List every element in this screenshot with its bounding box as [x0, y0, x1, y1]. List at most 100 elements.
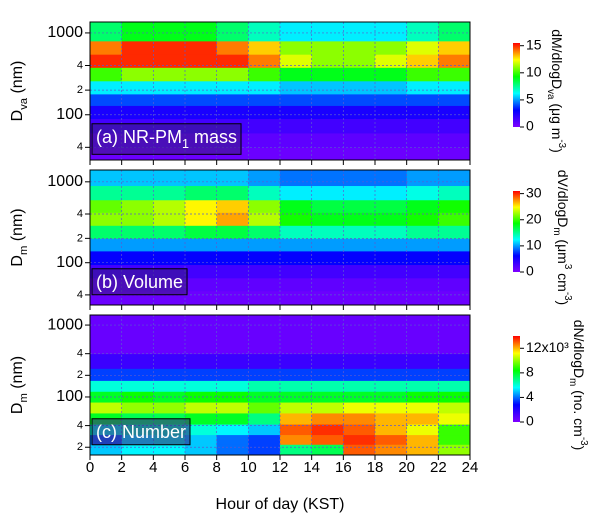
colorbar-tick-label: 15 [526, 36, 542, 52]
heat-cell [216, 391, 249, 403]
heat-cell [280, 147, 313, 160]
label-part: 3 [562, 264, 573, 270]
y-tick-label: 100 [56, 388, 83, 405]
heat-cell [121, 315, 154, 355]
heat-cell [185, 54, 218, 68]
heat-cell [406, 402, 439, 414]
colorbar-label: dV/dlogDm (μm3 cm-3) [551, 170, 573, 305]
heat-cell [311, 434, 344, 445]
heat-cell [153, 170, 186, 187]
heat-cell [311, 424, 344, 436]
heat-cell [121, 402, 154, 414]
heat-cell [185, 212, 218, 226]
label-part: dN/dlogD [571, 320, 587, 378]
heat-cell [216, 250, 249, 266]
heat-cell [343, 290, 376, 305]
heat-cell [438, 212, 470, 226]
label-part: (μm [555, 236, 571, 264]
label-part: m [567, 378, 578, 386]
heat-cell [375, 22, 408, 42]
heat-cell [280, 67, 313, 82]
label-part: (a) NR-PM [96, 127, 182, 147]
colorbar-tick-label: 4 [526, 388, 534, 404]
label-part: -3 [556, 139, 567, 148]
heat-cell [343, 368, 376, 381]
heat-cell [311, 238, 344, 252]
heat-cell [153, 225, 186, 239]
heat-cell [375, 93, 408, 106]
heat-cell [248, 444, 281, 455]
heat-cell [343, 424, 376, 436]
colorbar-tick-label: 0 [526, 413, 534, 429]
heat-cell [185, 264, 218, 279]
heat-cell [438, 277, 470, 292]
heat-cell [216, 264, 249, 279]
heat-cell [153, 199, 186, 213]
heat-cell [311, 67, 344, 82]
panel-annotation: (b) Volume [96, 272, 183, 292]
heat-cell [90, 225, 123, 239]
y-tick-label: 4 [77, 419, 83, 431]
heat-cell [153, 238, 186, 252]
heat-cell [438, 250, 470, 266]
heat-cell [90, 170, 123, 187]
heat-cell [216, 199, 249, 213]
heat-cell [90, 67, 123, 82]
heatmap [90, 170, 470, 305]
heat-cell [438, 402, 470, 414]
heat-cell [343, 80, 376, 95]
heat-cell [311, 54, 344, 68]
colorbar [513, 336, 520, 422]
heat-cell [343, 199, 376, 213]
heat-cell [153, 105, 186, 120]
heat-cell [185, 250, 218, 266]
heat-cell [121, 54, 154, 68]
heat-cell [280, 40, 313, 55]
heat-cell [185, 199, 218, 213]
heat-cell [90, 402, 123, 414]
heat-cell [280, 54, 313, 68]
heat-cell [248, 40, 281, 55]
heat-cell [280, 225, 313, 239]
heat-cell [406, 368, 439, 381]
x-tick-label: 24 [462, 459, 479, 476]
x-tick-label: 2 [117, 459, 125, 476]
heat-cell [90, 353, 123, 369]
label-part: m [18, 393, 30, 402]
heat-cell [311, 93, 344, 106]
label-part: dV/dlogD [555, 170, 571, 228]
heat-cell [438, 199, 470, 213]
heat-cell [185, 277, 218, 292]
y-tick-label: 4 [77, 289, 83, 301]
label-part: 1 [182, 137, 189, 151]
heat-cell [438, 225, 470, 239]
label-part: ) [571, 446, 587, 451]
heat-cell [121, 225, 154, 239]
heat-cell [406, 54, 439, 68]
heat-cell [280, 185, 313, 201]
label-part: D [9, 255, 26, 267]
heat-cell [406, 238, 439, 252]
heat-cell [90, 185, 123, 201]
annotation-box [91, 418, 191, 446]
x-tick-label: 10 [240, 459, 257, 476]
heat-cell [311, 185, 344, 201]
heat-cell [438, 67, 470, 82]
heat-cell [343, 225, 376, 239]
heat-cell [280, 315, 313, 355]
colorbar-tick-label: 10 [526, 64, 542, 80]
heat-cell [343, 40, 376, 55]
x-tick-label: 20 [398, 459, 415, 476]
heat-cell [406, 132, 439, 148]
colorbar-tick-label: 10 [526, 237, 542, 253]
label-part: -3 [562, 292, 573, 301]
heat-cell [375, 225, 408, 239]
heat-cell [343, 105, 376, 120]
heat-cell [375, 67, 408, 82]
heat-cell [375, 424, 408, 436]
heat-cell [438, 380, 470, 392]
heat-cell [375, 434, 408, 445]
heat-cell [248, 132, 281, 148]
heat-cell [280, 250, 313, 266]
heat-cell [438, 264, 470, 279]
